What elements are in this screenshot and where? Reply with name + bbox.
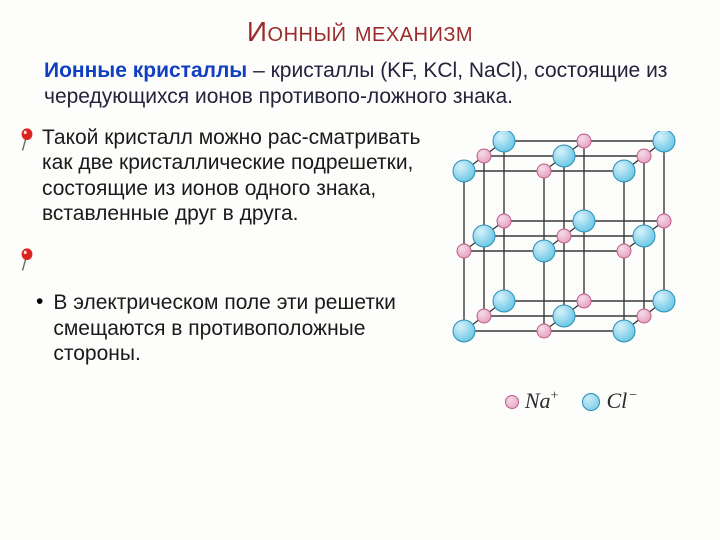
right-column: Na+ Cl−	[434, 125, 708, 414]
intro-term: Ионные кристаллы	[44, 59, 247, 82]
page-title: Ионный механизм	[0, 0, 720, 58]
bullet2-text: В электрическом поле эти решетки смещают…	[53, 290, 428, 367]
legend-na-sup: +	[551, 388, 559, 403]
bullet-dot: •	[36, 290, 43, 314]
legend-cl-label: Cl	[606, 388, 627, 413]
content-row: Такой кристалл можно рас-сматривать как …	[0, 111, 720, 414]
bullet-pin-2	[18, 245, 428, 272]
na-swatch-icon	[505, 395, 519, 409]
legend-cl: Cl−	[582, 388, 637, 414]
legend-na-label: Na	[525, 388, 551, 413]
pushpin-icon	[18, 247, 36, 272]
legend-cl-sup: −	[629, 388, 637, 403]
pushpin-icon	[18, 127, 36, 152]
left-column: Такой кристалл можно рас-сматривать как …	[18, 125, 434, 414]
bullet1-text: Такой кристалл можно рас-сматривать как …	[42, 125, 428, 227]
lattice-legend: Na+ Cl−	[434, 388, 708, 414]
bullet-item-2: • В электрическом поле эти решетки смеща…	[18, 290, 428, 367]
nacl-lattice-diagram	[434, 131, 694, 377]
cl-swatch-icon	[582, 393, 600, 411]
intro-text: Ионные кристаллы – кристаллы (KF, KCl, N…	[0, 58, 720, 111]
bullet-item-1: Такой кристалл можно рас-сматривать как …	[18, 125, 428, 227]
legend-na: Na+	[505, 388, 559, 414]
